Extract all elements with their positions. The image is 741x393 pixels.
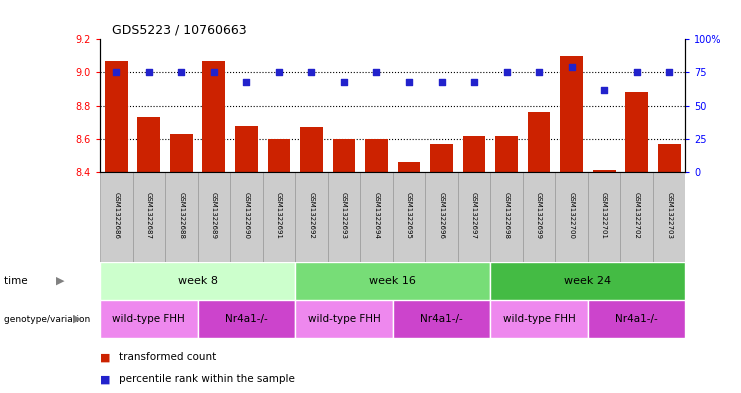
Text: week 8: week 8	[178, 276, 218, 286]
Point	[143, 69, 155, 75]
Point	[240, 79, 252, 85]
Text: GSM1322686: GSM1322686	[113, 192, 119, 239]
Bar	[588, 300, 685, 338]
Text: ▶: ▶	[73, 314, 81, 324]
Bar	[198, 300, 295, 338]
Point	[208, 69, 220, 75]
Bar	[300, 127, 323, 172]
Text: GSM1322699: GSM1322699	[536, 192, 542, 239]
Bar	[523, 172, 555, 262]
Bar	[560, 56, 583, 172]
Bar	[430, 144, 453, 172]
Bar	[555, 172, 588, 262]
Point	[468, 79, 480, 85]
Bar	[328, 172, 360, 262]
Text: wild-type FHH: wild-type FHH	[113, 314, 185, 324]
Bar	[235, 125, 258, 172]
Bar	[491, 262, 685, 300]
Text: transformed count: transformed count	[119, 352, 216, 362]
Bar	[295, 262, 491, 300]
Point	[338, 79, 350, 85]
Text: GSM1322692: GSM1322692	[308, 192, 314, 239]
Text: GSM1322694: GSM1322694	[373, 192, 379, 239]
Text: genotype/variation: genotype/variation	[4, 314, 93, 323]
Point	[176, 69, 187, 75]
Bar	[105, 61, 127, 172]
Point	[598, 86, 610, 93]
Bar	[170, 134, 193, 172]
Point	[501, 69, 513, 75]
Bar	[495, 136, 518, 172]
Bar	[625, 92, 648, 172]
Bar	[528, 112, 551, 172]
Text: GSM1322689: GSM1322689	[211, 192, 217, 239]
Bar	[295, 300, 393, 338]
Text: GSM1322701: GSM1322701	[601, 192, 607, 239]
Bar	[100, 262, 295, 300]
Bar	[262, 172, 295, 262]
Point	[631, 69, 642, 75]
Bar	[268, 139, 290, 172]
Bar	[620, 172, 653, 262]
Point	[534, 69, 545, 75]
Text: wild-type FHH: wild-type FHH	[502, 314, 576, 324]
Bar	[165, 172, 198, 262]
Bar	[653, 172, 685, 262]
Bar	[393, 172, 425, 262]
Text: wild-type FHH: wild-type FHH	[308, 314, 380, 324]
Bar	[360, 172, 393, 262]
Bar	[588, 172, 620, 262]
Text: GSM1322693: GSM1322693	[341, 192, 347, 239]
Point	[110, 69, 122, 75]
Point	[305, 69, 317, 75]
Text: week 24: week 24	[565, 276, 611, 286]
Text: GSM1322698: GSM1322698	[504, 192, 510, 239]
Bar	[202, 61, 225, 172]
Bar	[393, 300, 491, 338]
Bar	[365, 139, 388, 172]
Bar	[230, 172, 262, 262]
Text: GDS5223 / 10760663: GDS5223 / 10760663	[112, 24, 246, 37]
Bar	[425, 172, 458, 262]
Point	[403, 79, 415, 85]
Bar	[133, 172, 165, 262]
Bar	[491, 172, 523, 262]
Bar	[593, 170, 616, 172]
Text: GSM1322691: GSM1322691	[276, 192, 282, 239]
Bar	[100, 172, 133, 262]
Text: Nr4a1-/-: Nr4a1-/-	[225, 314, 268, 324]
Text: GSM1322696: GSM1322696	[439, 192, 445, 239]
Point	[663, 69, 675, 75]
Text: ▶: ▶	[56, 276, 64, 286]
Bar	[137, 117, 160, 172]
Point	[436, 79, 448, 85]
Bar	[198, 172, 230, 262]
Text: GSM1322695: GSM1322695	[406, 192, 412, 239]
Text: week 16: week 16	[369, 276, 416, 286]
Text: time: time	[4, 276, 30, 286]
Bar	[333, 139, 356, 172]
Text: GSM1322688: GSM1322688	[179, 192, 185, 239]
Text: Nr4a1-/-: Nr4a1-/-	[420, 314, 463, 324]
Bar	[398, 162, 420, 172]
Bar	[100, 300, 198, 338]
Point	[370, 69, 382, 75]
Text: percentile rank within the sample: percentile rank within the sample	[119, 374, 294, 384]
Text: Nr4a1-/-: Nr4a1-/-	[615, 314, 658, 324]
Bar	[458, 172, 491, 262]
Bar	[462, 136, 485, 172]
Point	[273, 69, 285, 75]
Text: ■: ■	[100, 352, 114, 362]
Text: GSM1322690: GSM1322690	[243, 192, 250, 239]
Text: ■: ■	[100, 374, 114, 384]
Text: GSM1322702: GSM1322702	[634, 192, 639, 239]
Point	[565, 64, 577, 70]
Text: GSM1322687: GSM1322687	[146, 192, 152, 239]
Text: GSM1322697: GSM1322697	[471, 192, 477, 239]
Bar	[295, 172, 328, 262]
Bar	[491, 300, 588, 338]
Text: GSM1322703: GSM1322703	[666, 192, 672, 239]
Text: GSM1322700: GSM1322700	[568, 192, 574, 239]
Bar	[658, 144, 680, 172]
